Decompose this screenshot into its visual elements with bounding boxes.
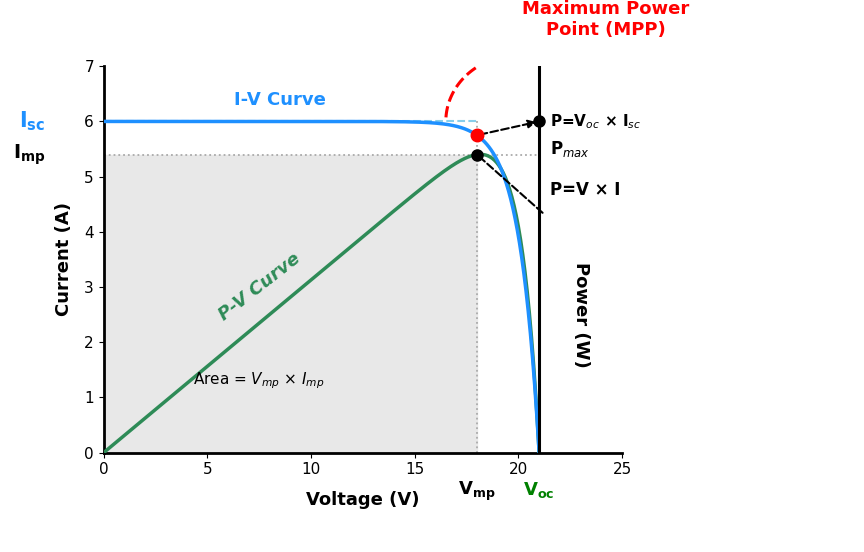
Text: $\mathbf{V_{oc}}$: $\mathbf{V_{oc}}$ [524,480,555,500]
Text: Maximum Power
Point (MPP): Maximum Power Point (MPP) [522,0,689,39]
Y-axis label: Current (A): Current (A) [55,203,73,316]
Text: Area = $V_{mp}$ × $I_{mp}$: Area = $V_{mp}$ × $I_{mp}$ [194,370,325,391]
Text: P-V Curve: P-V Curve [215,250,303,325]
Text: P=V × I: P=V × I [550,182,619,199]
Text: Power (W): Power (W) [572,262,589,368]
Text: $\mathbf{I_{mp}}$: $\mathbf{I_{mp}}$ [13,142,46,167]
Text: $\mathbf{I_{sc}}$: $\mathbf{I_{sc}}$ [19,110,46,133]
Text: P=V$_{oc}$ × I$_{sc}$: P=V$_{oc}$ × I$_{sc}$ [550,112,641,131]
Text: $\mathbf{V_{mp}}$: $\mathbf{V_{mp}}$ [458,480,496,503]
Text: I-V Curve: I-V Curve [234,91,326,109]
X-axis label: Voltage (V): Voltage (V) [306,491,420,509]
Polygon shape [104,155,477,453]
Text: P$_{max}$: P$_{max}$ [550,139,589,159]
